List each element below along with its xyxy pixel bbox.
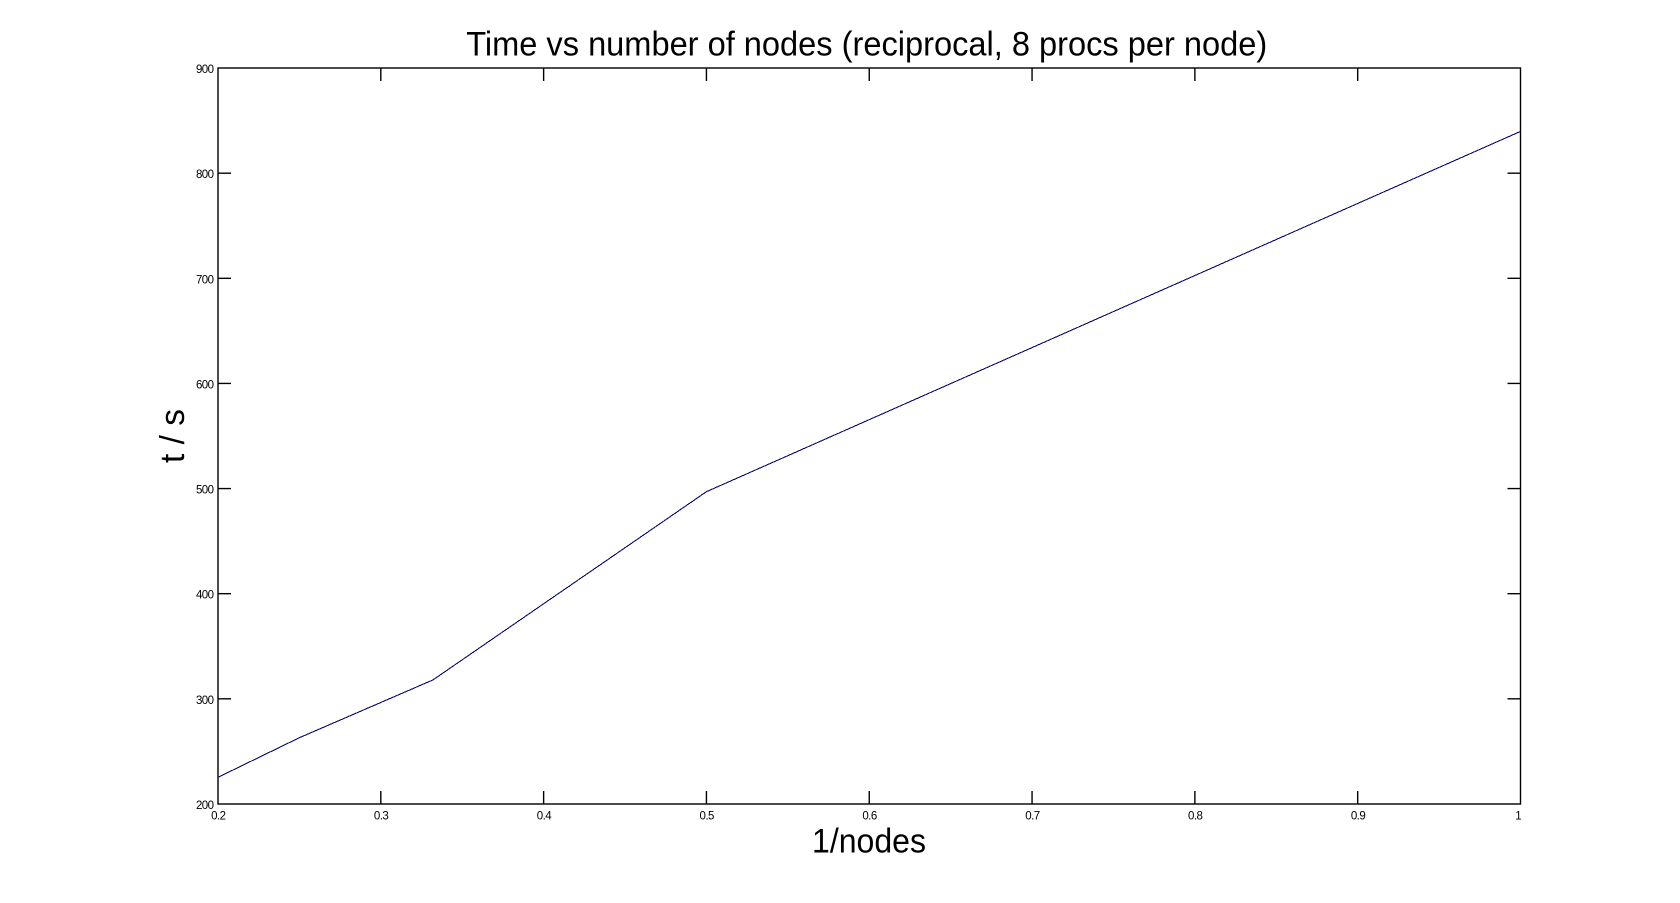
svg-text:700: 700 xyxy=(196,274,214,286)
svg-text:0.9: 0.9 xyxy=(1351,811,1365,823)
svg-text:0.5: 0.5 xyxy=(700,811,714,823)
svg-text:1: 1 xyxy=(1515,811,1521,823)
svg-text:300: 300 xyxy=(196,695,214,707)
svg-text:1/nodes: 1/nodes xyxy=(812,823,926,861)
svg-text:0.6: 0.6 xyxy=(862,811,876,823)
svg-text:Time vs number of nodes (recip: Time vs number of nodes (reciprocal, 8 p… xyxy=(466,26,1267,64)
svg-text:400: 400 xyxy=(196,590,214,602)
svg-text:0.2: 0.2 xyxy=(211,811,225,823)
svg-text:800: 800 xyxy=(196,169,214,181)
svg-text:200: 200 xyxy=(196,800,214,812)
svg-text:t / s: t / s xyxy=(154,409,192,463)
svg-text:0.7: 0.7 xyxy=(1025,811,1039,823)
svg-text:600: 600 xyxy=(196,379,214,391)
svg-text:0.8: 0.8 xyxy=(1188,811,1202,823)
svg-text:0.4: 0.4 xyxy=(537,811,552,823)
svg-text:0.3: 0.3 xyxy=(374,811,388,823)
svg-text:900: 900 xyxy=(196,64,214,76)
svg-text:500: 500 xyxy=(196,485,214,497)
